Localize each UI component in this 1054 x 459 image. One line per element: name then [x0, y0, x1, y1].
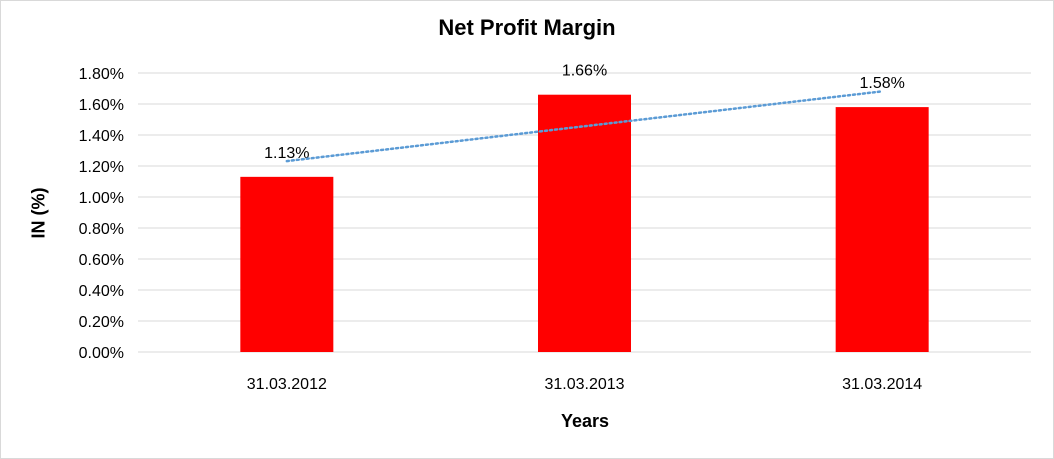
data-label: 1.58%	[859, 75, 904, 92]
data-label: 1.66%	[562, 63, 607, 80]
y-tick-label: 0.40%	[79, 283, 124, 300]
x-tick-label: 31.03.2012	[247, 376, 327, 393]
trendline	[285, 90, 884, 163]
y-tick-label: 0.00%	[79, 345, 124, 362]
y-tick-label: 1.40%	[79, 128, 124, 145]
bar	[240, 176, 334, 352]
x-axis-label: Years	[560, 411, 610, 431]
x-tick-label: 31.03.2014	[842, 376, 922, 393]
y-tick-label: 1.00%	[79, 190, 124, 207]
data-label: 1.13%	[264, 145, 309, 162]
y-tick-label: 0.80%	[79, 221, 124, 238]
bar	[538, 94, 631, 352]
y-tick-label: 1.20%	[79, 159, 124, 176]
chart-title: Net Profit Margin	[438, 15, 616, 40]
y-tick-label: 1.80%	[79, 66, 124, 83]
y-tick-label: 0.60%	[79, 252, 124, 269]
x-tick-label: 31.03.2013	[544, 376, 624, 393]
bar	[835, 107, 929, 352]
y-tick-label: 1.60%	[79, 97, 124, 114]
y-tick-label: 0.20%	[79, 314, 124, 331]
